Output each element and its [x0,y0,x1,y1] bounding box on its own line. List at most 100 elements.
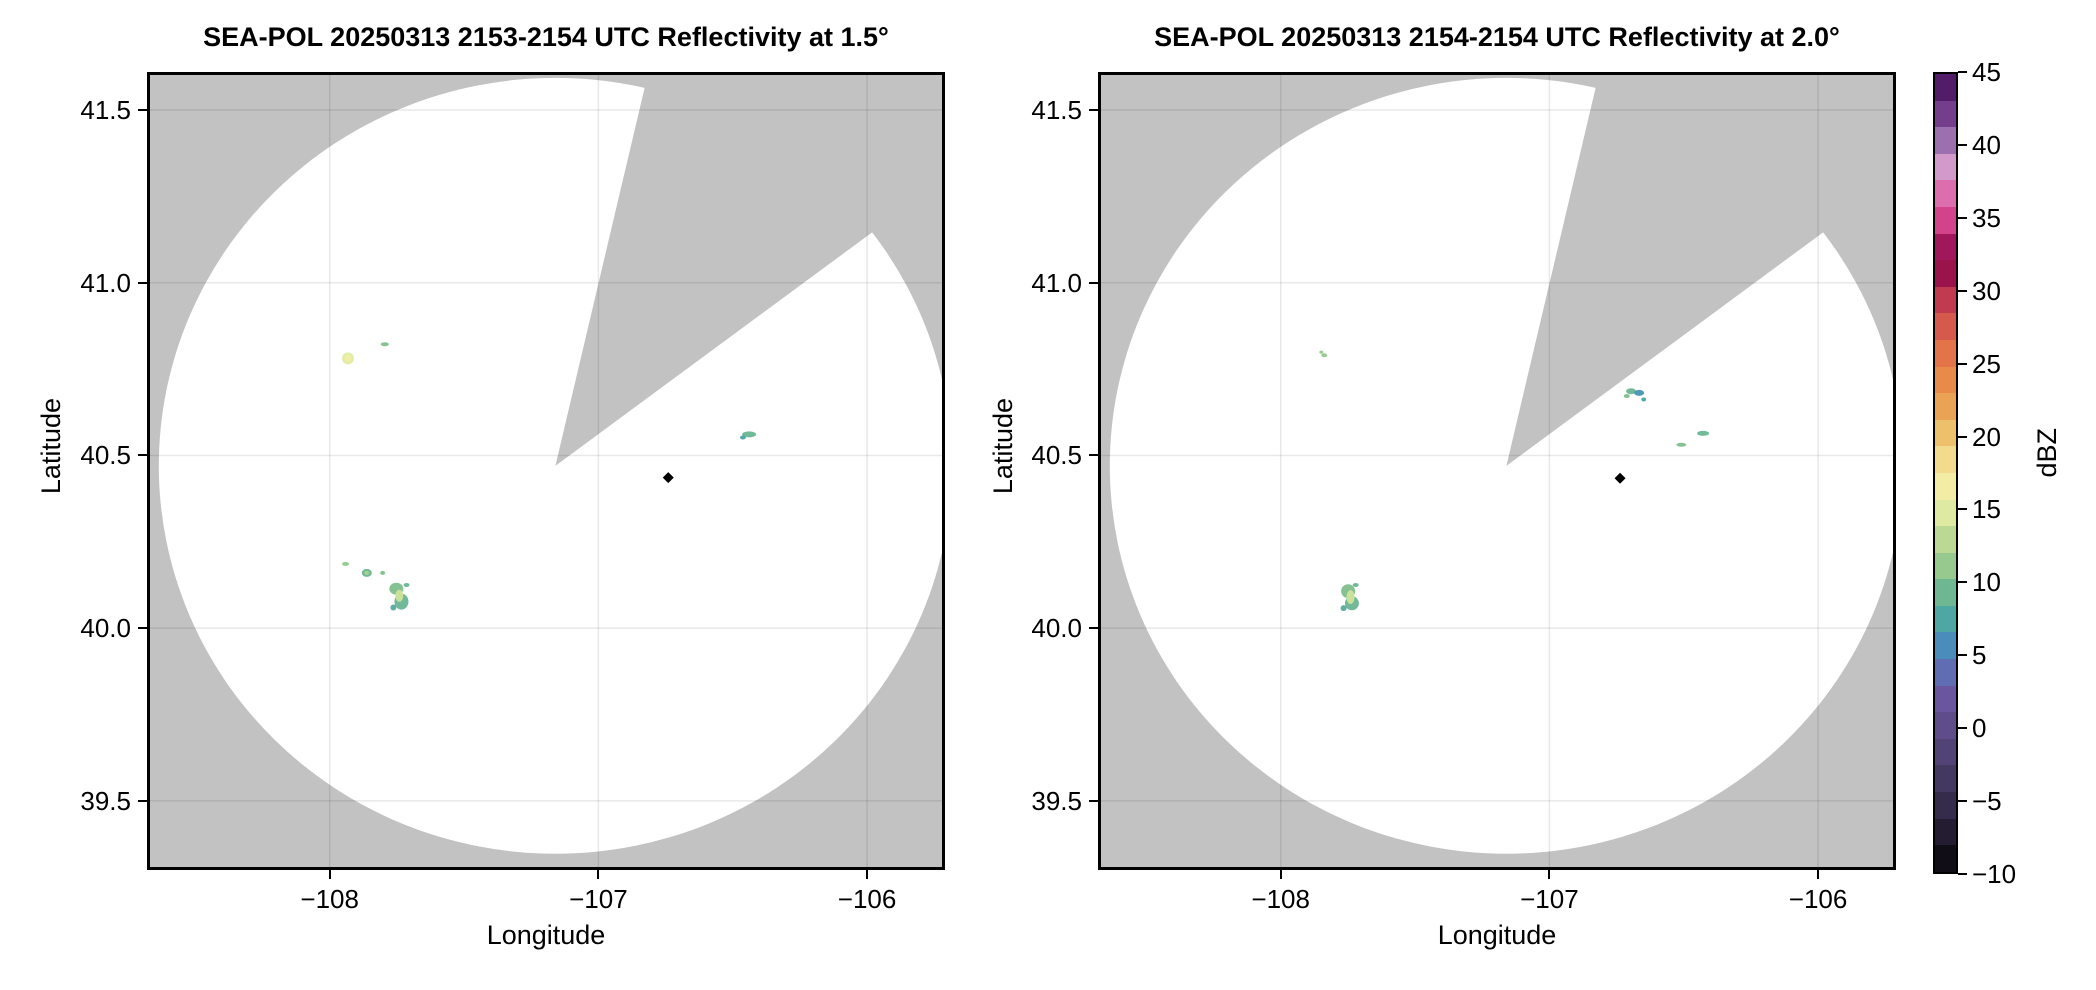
x-tick-label: −108 [1251,884,1310,914]
colorbar-band [1935,393,1956,420]
colorbar-band [1935,446,1956,473]
y-tick-mark [1089,454,1098,457]
reflectivity-echo [1340,605,1347,612]
radar-panel-left [147,72,945,870]
colorbar-tick-label: −10 [1972,859,2017,889]
y-tick-mark [138,454,147,457]
reflectivity-echo [1321,353,1328,358]
y-tick-label: 41.0 [80,267,131,298]
y-tick-mark [138,627,147,630]
reflectivity-echo [739,435,746,440]
colorbar-band [1935,738,1956,766]
colorbar-tick-label: 30 [1972,275,2001,306]
colorbar-band [1935,792,1956,819]
y-tick-mark [1089,109,1098,111]
colorbar-tick-label: 0 [1972,713,1987,744]
blanked-sector-wedge [555,72,920,466]
radar-panel-right [1098,72,1896,870]
x-tick-mark [597,870,600,879]
colorbar-band [1935,499,1956,527]
reflectivity-echo [1319,350,1324,354]
colorbar-band [1935,206,1956,234]
y-tick-mark [138,281,147,284]
colorbar-band [1935,339,1956,367]
colorbar-band [1935,472,1956,500]
x-tick-mark [1817,870,1820,879]
colorbar-band [1935,552,1956,580]
colorbar-band [1935,127,1956,154]
colorbar-band [1935,180,1956,207]
colorbar [1933,72,1958,874]
colorbar-tick-label: 5 [1972,640,1987,671]
reflectivity-echo [395,589,404,602]
reflectivity-echo [390,604,397,611]
plot-frame [147,72,945,870]
x-tick-label: −107 [1520,884,1579,914]
colorbar-tick-mark [1958,800,1967,803]
reflectivity-echo [342,561,350,566]
colorbar-tick-mark [1958,289,1967,292]
colorbar-tick-label: 20 [1972,421,2001,452]
colorbar-band [1935,313,1956,340]
colorbar-band [1935,685,1956,713]
right-xaxis-label: Longitude [1437,920,1557,950]
reflectivity-echo [364,570,370,575]
colorbar-band [1935,605,1956,633]
y-tick-mark [1089,627,1098,630]
radar-site-marker [662,472,674,484]
colorbar-tick-mark [1958,727,1967,730]
colorbar-band [1935,845,1956,872]
right-panel-title: SEA-POL 20250313 2154-2154 UTC Reflectiv… [1154,22,1840,52]
radar-site-marker [1614,472,1626,484]
x-tick-mark [1279,870,1282,879]
colorbar-tick-mark [1958,873,1967,875]
reflectivity-echo [1641,397,1647,402]
blanked-sector-wedge [1506,72,1871,466]
left-panel-title: SEA-POL 20250313 2153-2154 UTC Reflectiv… [203,22,889,52]
reflectivity-echo [1352,583,1359,587]
colorbar-band [1935,153,1956,181]
reflectivity-echo [1623,394,1630,399]
colorbar-band [1935,818,1956,846]
reflectivity-echo [1346,590,1355,605]
colorbar-band [1935,419,1956,447]
colorbar-band [1935,366,1956,394]
left-xaxis-label: Longitude [486,920,606,950]
colorbar-tick-mark [1958,216,1967,219]
reflectivity-echo [344,355,351,362]
reflectivity-echo [1634,389,1645,396]
colorbar-tick-mark [1958,435,1967,438]
colorbar-tick-mark [1958,143,1967,146]
y-tick-mark [138,109,147,111]
y-tick-label: 41.5 [1031,95,1082,125]
x-tick-mark [328,870,331,879]
colorbar-tick-mark [1958,71,1967,73]
y-tick-label: 41.0 [1031,267,1082,298]
reflectivity-echo [742,431,757,438]
colorbar-label: dBZ [2032,428,2062,478]
colorbar-band [1935,286,1956,314]
colorbar-tick-label: 45 [1972,57,2001,87]
colorbar-tick-label: 10 [1972,567,2001,598]
colorbar-band [1935,659,1956,686]
colorbar-band [1935,233,1956,261]
x-tick-label: −106 [1788,884,1848,914]
reflectivity-echo [1697,430,1710,436]
colorbar-tick-label: 15 [1972,494,2001,525]
colorbar-band [1935,712,1956,739]
colorbar-band [1935,579,1956,606]
plot-frame [1098,72,1896,870]
colorbar-tick-mark [1958,508,1967,511]
y-tick-label: 40.0 [80,613,131,644]
colorbar-tick-label: 25 [1972,348,2001,379]
y-tick-label: 40.5 [80,440,131,471]
y-tick-label: 39.5 [80,785,131,816]
reflectivity-echo [380,342,389,347]
x-tick-label: −107 [569,884,628,914]
colorbar-tick-mark [1958,654,1967,657]
colorbar-tick-label: 35 [1972,202,2001,233]
y-tick-mark [138,799,147,802]
colorbar-tick-mark [1958,581,1967,584]
reflectivity-echo [403,583,410,587]
